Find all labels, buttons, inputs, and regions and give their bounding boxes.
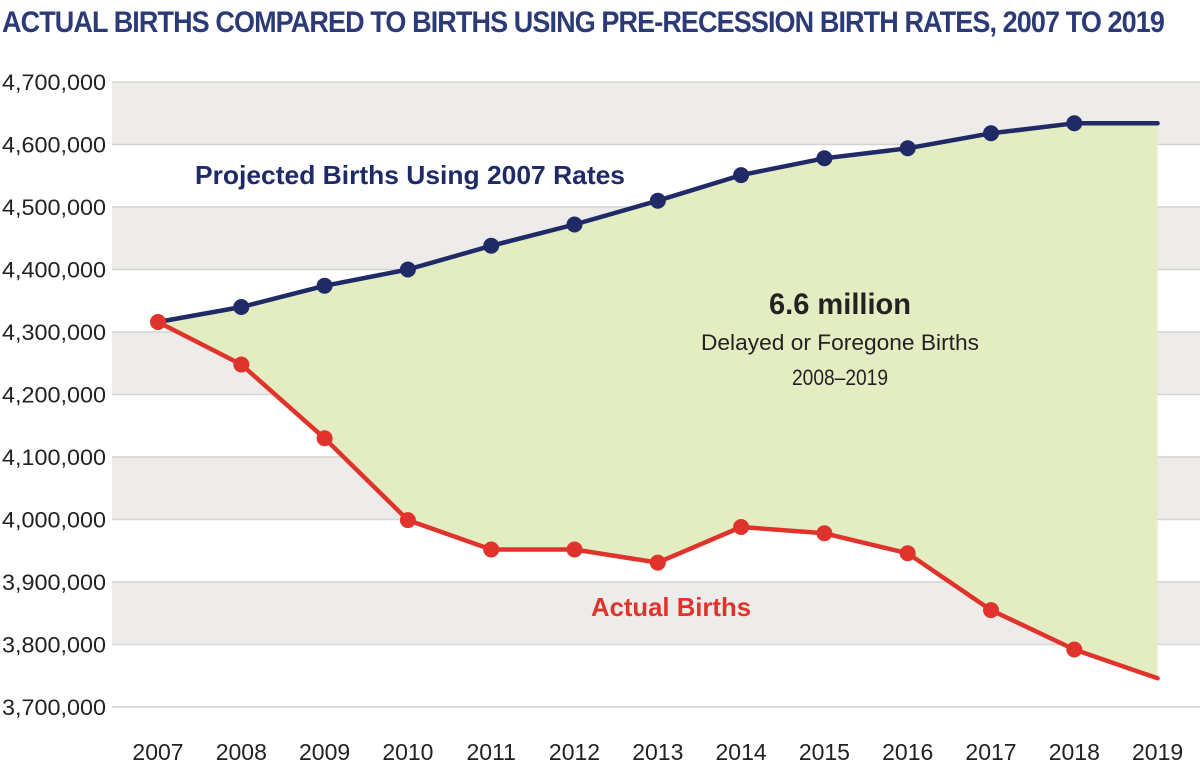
data-point-projected	[733, 167, 750, 184]
data-point-actual	[649, 554, 666, 571]
data-point-actual	[983, 602, 999, 619]
y-tick-label: 4,000,000	[2, 508, 106, 533]
annotation-headline: 6.6 million	[769, 288, 911, 321]
series-label-projected: Projected Births Using 2007 Rates	[195, 160, 625, 190]
y-tick-label: 4,400,000	[2, 258, 106, 283]
series-markers	[150, 115, 1083, 658]
y-axis-tick-labels: 3,700,000 3,800,000 3,900,000 4,000,000 4,10…	[2, 70, 106, 720]
x-tick-label: 2007	[132, 739, 183, 765]
foregone-births-area	[158, 123, 1158, 679]
x-tick-label: 2012	[549, 739, 600, 765]
data-point-actual	[233, 356, 250, 373]
data-point-actual	[399, 512, 416, 529]
x-tick-label: 2017	[965, 739, 1016, 765]
y-tick-label: 4,100,000	[2, 445, 106, 470]
x-tick-label: 2018	[1049, 739, 1100, 765]
annotation-line1: Delayed or Foregone Births	[701, 330, 979, 355]
y-tick-label: 3,700,000	[2, 695, 106, 720]
series-label-actual: Actual Births	[591, 592, 751, 622]
x-tick-label: 2013	[632, 739, 683, 765]
y-tick-label: 4,700,000	[2, 70, 106, 95]
chart-title: ACTUAL BIRTHS COMPARED TO BIRTHS USING P…	[2, 6, 1165, 39]
x-axis-tick-labels: 2007 2008 2009 2010 2011 2012 2013 2014 2015 2016…	[132, 739, 1183, 765]
x-tick-label: 2014	[716, 739, 767, 765]
x-tick-label: 2019	[1132, 739, 1183, 765]
x-tick-label: 2008	[216, 739, 267, 765]
y-tick-label: 3,800,000	[2, 633, 106, 658]
y-tick-label: 4,500,000	[2, 195, 106, 220]
x-tick-label: 2011	[466, 739, 515, 765]
data-point-actual	[483, 541, 500, 558]
chart-annotations: Projected Births Using 2007 Rates Actual…	[195, 160, 979, 622]
data-point-actual	[733, 519, 750, 535]
x-tick-label: 2016	[882, 739, 933, 765]
x-tick-label: 2010	[382, 739, 433, 765]
data-point-projected	[399, 261, 416, 278]
data-point-projected	[233, 299, 250, 315]
y-tick-label: 4,600,000	[2, 133, 106, 158]
annotation-line2: 2008–2019	[792, 365, 888, 390]
data-point-projected	[816, 150, 833, 167]
data-point-actual	[816, 525, 833, 542]
data-point-actual	[150, 314, 166, 330]
data-point-actual	[566, 541, 583, 558]
data-point-projected	[566, 216, 583, 233]
y-tick-label: 4,200,000	[2, 383, 106, 408]
data-point-projected	[316, 277, 333, 294]
data-point-actual	[899, 545, 916, 562]
data-point-projected	[483, 237, 500, 254]
y-tick-label: 4,300,000	[2, 320, 106, 345]
data-point-projected	[1066, 115, 1083, 132]
x-tick-label: 2015	[799, 739, 850, 765]
data-point-actual	[1066, 641, 1083, 658]
data-point-projected	[983, 125, 999, 142]
x-tick-label: 2009	[299, 739, 350, 765]
y-tick-label: 3,900,000	[2, 570, 106, 595]
data-point-projected	[899, 140, 916, 157]
data-point-actual	[316, 430, 333, 447]
data-point-projected	[649, 192, 666, 209]
